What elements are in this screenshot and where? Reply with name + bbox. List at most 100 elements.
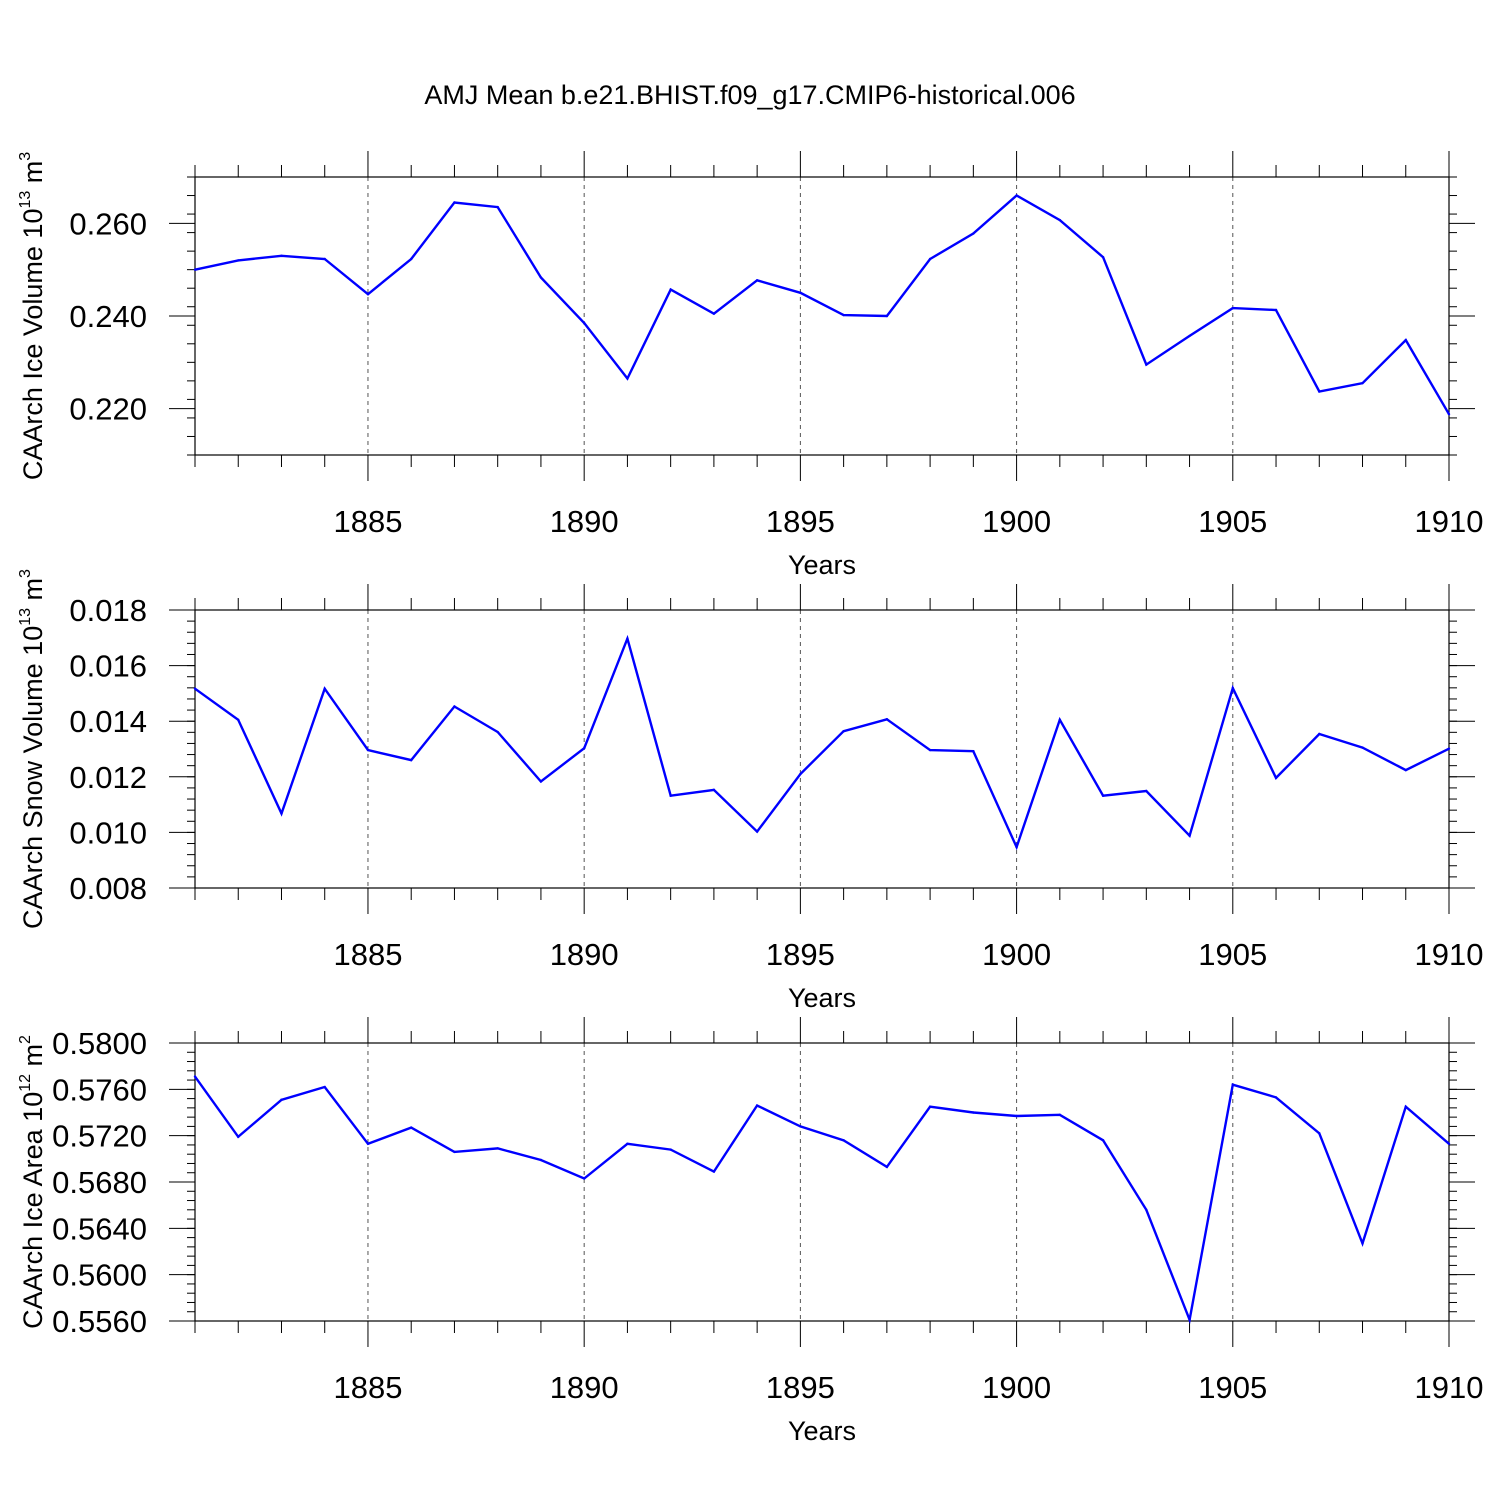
data-point	[1447, 747, 1451, 750]
y-tick-label: 0.5640	[52, 1211, 147, 1246]
data-point	[799, 1125, 802, 1128]
data-point	[539, 276, 543, 279]
data-point	[453, 201, 456, 204]
data-point	[885, 314, 889, 318]
data-point	[1101, 794, 1105, 797]
data-point	[410, 758, 413, 762]
x-tick-label: 1890	[550, 1370, 619, 1405]
data-point	[755, 830, 759, 833]
data-point	[453, 1150, 456, 1154]
data-point	[1274, 776, 1278, 780]
data-point	[928, 257, 932, 261]
x-tick-label: 1910	[1415, 1370, 1484, 1405]
data-point	[323, 257, 326, 261]
data-point	[323, 687, 326, 690]
data-point	[842, 1139, 845, 1142]
data-point	[1015, 845, 1018, 849]
y-tick-label: 0.5760	[52, 1072, 147, 1107]
data-point	[1318, 732, 1321, 736]
data-point	[280, 812, 283, 815]
data-point	[193, 268, 197, 271]
y-tick-label: 0.5720	[52, 1119, 147, 1154]
data-point	[1058, 718, 1062, 722]
y-axis-label: CAArch Ice Area 1012 m2	[17, 1035, 48, 1329]
x-tick-label: 1885	[333, 504, 402, 539]
y-axis-label: CAArch Snow Volume 1013 m3	[17, 569, 48, 929]
data-point	[626, 377, 629, 380]
data-point	[1015, 1114, 1018, 1118]
y-tick-label: 0.012	[69, 760, 147, 795]
series-line	[194, 194, 1451, 415]
data-point	[193, 687, 197, 690]
plot-frame	[194, 1042, 1450, 1322]
y-tick-label: 0.016	[69, 649, 147, 684]
data-point	[237, 1135, 240, 1139]
data-point	[1361, 746, 1364, 749]
data-point	[193, 1075, 197, 1078]
data-point	[496, 730, 499, 734]
data-point	[410, 1126, 413, 1129]
data-point	[799, 291, 802, 295]
data-point	[582, 746, 586, 750]
data-point	[323, 1085, 326, 1089]
data-point	[1404, 768, 1407, 772]
y-tick-label: 0.5680	[52, 1165, 147, 1200]
data-point	[1318, 1132, 1321, 1135]
data-point	[842, 730, 845, 733]
data-point	[885, 1165, 889, 1169]
panel-1: 0.220 0.240 0.260 1885 1890 1895 1900 1905 1910 Y…	[17, 151, 1483, 580]
data-point	[1058, 218, 1062, 222]
x-axis-label: Years	[788, 983, 856, 1013]
data-point	[1231, 686, 1234, 690]
data-point	[1101, 255, 1105, 259]
data-point	[1274, 1096, 1278, 1099]
data-point	[928, 1105, 932, 1108]
data-point	[1274, 308, 1278, 312]
x-tick-label: 1905	[1198, 1370, 1267, 1405]
data-point	[1231, 1083, 1234, 1086]
x-tick-label: 1895	[766, 504, 835, 539]
data-point	[1015, 194, 1018, 197]
x-tick-label: 1905	[1198, 937, 1267, 972]
series-line	[194, 634, 1450, 851]
data-point	[669, 1148, 672, 1151]
data-point	[1404, 338, 1407, 342]
data-point	[799, 772, 802, 776]
x-tick-label: 1885	[333, 937, 402, 972]
data-point	[1447, 1142, 1451, 1145]
data-point	[972, 1111, 975, 1114]
data-point	[1058, 1113, 1062, 1117]
data-point	[280, 254, 283, 257]
data-point	[1404, 1105, 1407, 1108]
data-point	[582, 1177, 586, 1180]
data-point	[366, 748, 370, 752]
x-tick-label: 1895	[766, 937, 835, 972]
data-point	[1361, 381, 1364, 385]
data-point	[1101, 1139, 1105, 1142]
x-tick-label: 1905	[1198, 504, 1267, 539]
data-point	[366, 293, 370, 296]
data-point	[453, 705, 456, 708]
data-point	[1145, 789, 1148, 793]
data-point	[928, 748, 932, 752]
x-tick-label: 1895	[766, 1370, 835, 1405]
y-tick-label: 0.008	[69, 871, 147, 906]
data-point	[539, 780, 543, 783]
data-point	[237, 718, 240, 722]
data-point	[1145, 1208, 1148, 1212]
data-point	[669, 288, 672, 291]
data-point	[1188, 1318, 1191, 1322]
data-point	[410, 257, 413, 261]
series-line	[194, 1075, 1450, 1325]
data-point	[1447, 413, 1451, 416]
x-tick-label: 1890	[550, 504, 619, 539]
y-tick-label: 0.260	[69, 206, 147, 241]
x-tick-label: 1885	[333, 1370, 402, 1405]
panel-3: 0.5560 0.5600 0.5640 0.5680 0.5720 0.5760 0.58…	[17, 1017, 1483, 1446]
data-point	[237, 259, 240, 262]
y-tick-label: 0.018	[69, 593, 147, 628]
data-point	[712, 312, 716, 315]
panels: 0.220 0.240 0.260 1885 1890 1895 1900 1905 1910 Y…	[17, 151, 1483, 1446]
y-axis-label: CAArch Ice Volume 1013 m3	[17, 152, 48, 480]
x-axis-label: Years	[788, 1416, 856, 1446]
